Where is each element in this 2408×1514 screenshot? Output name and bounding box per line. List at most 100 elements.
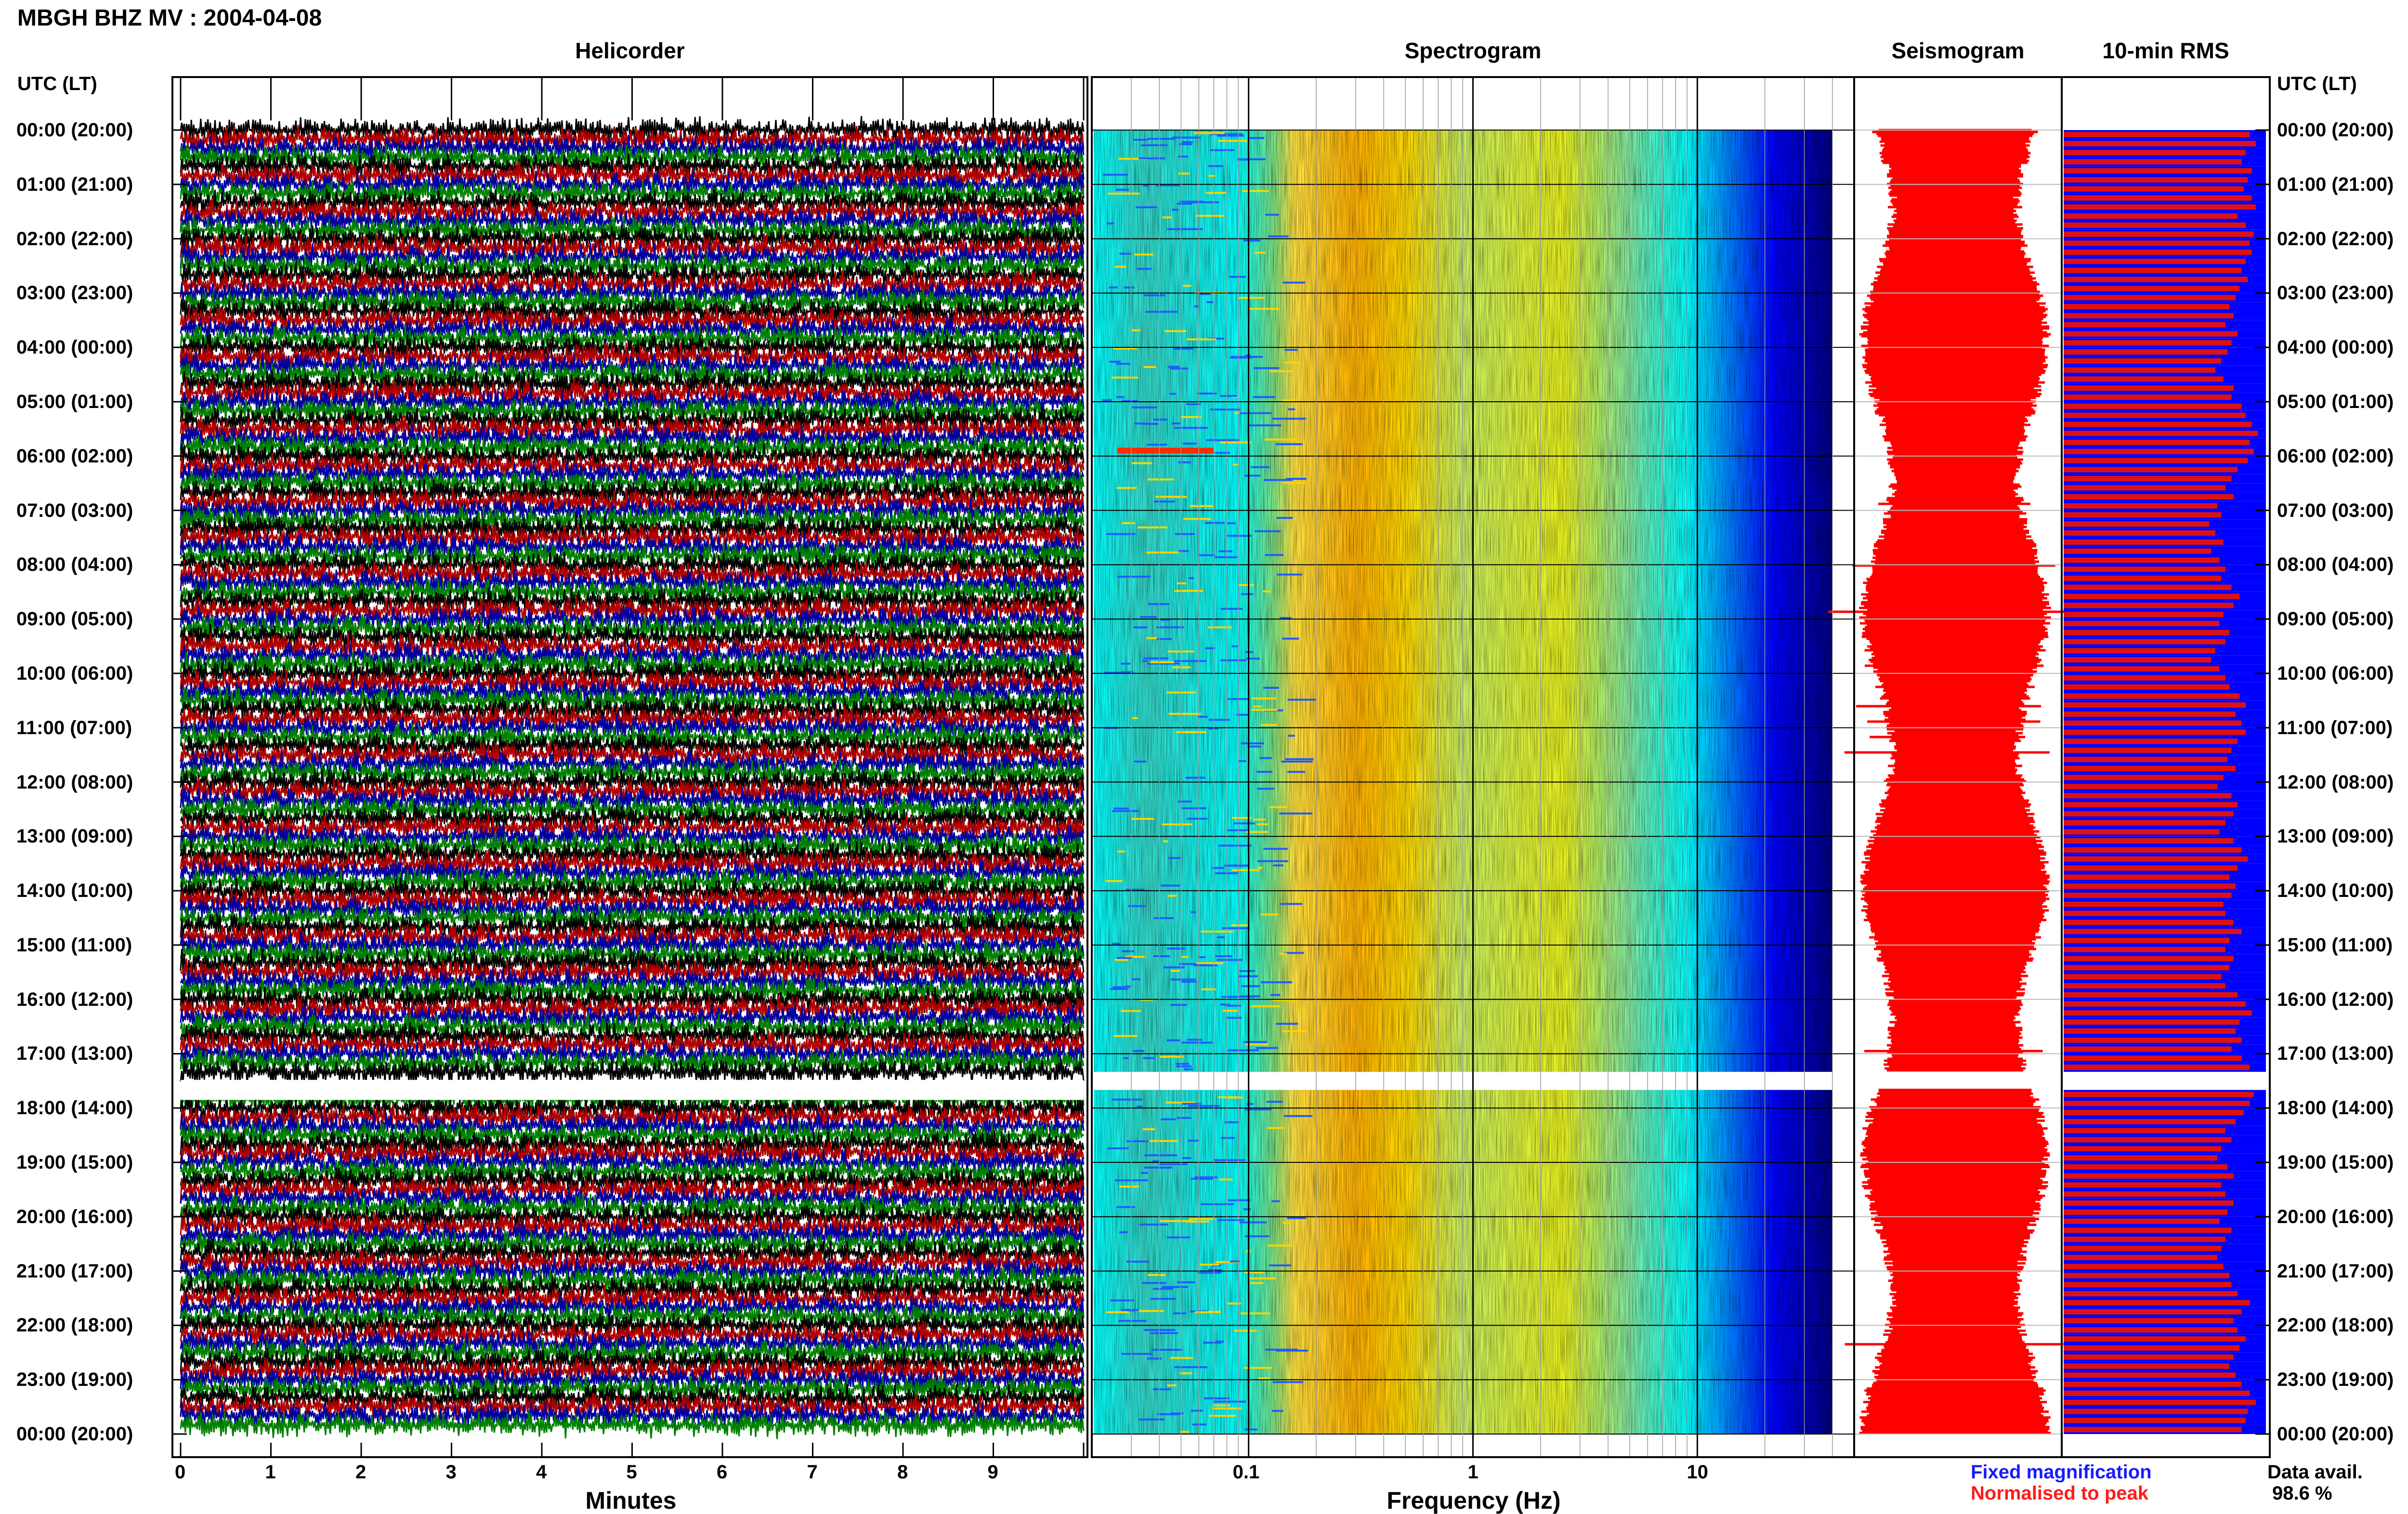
spectrogram-streak [1188, 201, 1219, 203]
rms-bar-normalised [2064, 1237, 2225, 1242]
spectrogram-streak [1283, 281, 1305, 284]
spectrogram-streak [1139, 1224, 1168, 1226]
spectrogram-streak [1143, 1057, 1155, 1059]
spectrogram-streak [1119, 1185, 1139, 1188]
spectrogram-streak [1150, 1332, 1178, 1334]
spectrogram-streak [1251, 466, 1270, 468]
spectrogram-streak [1251, 698, 1277, 700]
spectrogram-streak [1253, 705, 1262, 708]
spectrogram-streak [1167, 1384, 1177, 1387]
spectrogram-streak [1225, 1004, 1241, 1007]
time-tick-label-left: 17:00 (13:00) [16, 1043, 133, 1065]
spectrogram-streak [1151, 1349, 1183, 1351]
spectrogram-streak [1142, 422, 1158, 425]
time-tick-label-left: 00:00 (20:00) [16, 1423, 133, 1445]
spectrogram-streak [1187, 1039, 1203, 1041]
rms-bar-normalised [2064, 286, 2240, 291]
time-tick-label-left: 19:00 (15:00) [16, 1152, 133, 1173]
rms-bar-normalised [2064, 1010, 2252, 1016]
spectrogram-streak [1218, 844, 1252, 847]
spectrogram-streak [1143, 657, 1168, 659]
spectrogram-streak [1171, 209, 1179, 211]
spectrogram-streak [1193, 132, 1225, 134]
rms-bar-normalised [2064, 666, 2220, 672]
minute-tick-label: 8 [897, 1461, 908, 1483]
spectrogram-streak [1253, 396, 1276, 398]
spectrogram-streak [1183, 442, 1197, 445]
spectrogram-streak [1106, 880, 1123, 882]
helicorder-trace-row [180, 632, 1085, 661]
spectrogram-streak [1253, 818, 1265, 821]
spectrogram-streak [1218, 550, 1233, 553]
spectrogram-streak [1206, 439, 1240, 441]
helicorder-trace-row [180, 378, 1085, 407]
spectrogram-streak [1136, 206, 1157, 209]
spectrogram-streak [1170, 1004, 1187, 1006]
helicorder-trace-row [180, 1330, 1085, 1358]
spectrogram-streak [1272, 418, 1306, 420]
spectrogram-streak [1204, 522, 1225, 524]
time-tick-label-left: 14:00 (10:00) [16, 880, 133, 902]
spectrogram-streak [1113, 807, 1129, 810]
spectrogram-streak [1194, 1176, 1217, 1179]
rms-bar-normalised [2064, 331, 2238, 337]
time-tick-label-right: 21:00 (17:00) [2277, 1260, 2394, 1282]
rms-bar-normalised [2064, 684, 2230, 690]
spectrogram-streak [1182, 141, 1193, 144]
rms-bar-normalised [2064, 250, 2252, 255]
rms-bar-normalised [2064, 1327, 2238, 1333]
helicorder-trace-row [180, 215, 1085, 244]
minute-tick-label: 7 [807, 1461, 818, 1483]
helicorder-trace-row [180, 958, 1085, 986]
spectrogram-streak [1282, 637, 1299, 640]
frequency-tick-label: 1 [1467, 1461, 1479, 1483]
spectrogram-streak [1237, 158, 1266, 160]
spectrogram-streak [1142, 1282, 1166, 1284]
spectrogram-streak [1217, 134, 1244, 137]
spectrogram-streak [1148, 603, 1170, 606]
rms-bar-normalised [2064, 620, 2220, 627]
rms-bar-normalised [2064, 1282, 2232, 1288]
time-tick-label-right: 12:00 (08:00) [2277, 771, 2394, 793]
spectrogram-streak [1247, 745, 1261, 748]
spectrogram-streak [1187, 817, 1208, 820]
rms-bar-normalised [2064, 1191, 2225, 1197]
spectrogram-streak [1248, 424, 1282, 427]
rms-bar-normalised [2064, 1046, 2232, 1052]
spectrogram-streak [1112, 376, 1139, 379]
spectrogram-streak [1244, 474, 1261, 477]
time-tick-label-right: 03:00 (23:00) [2277, 282, 2394, 304]
time-tick-label-right: 02:00 (22:00) [2277, 228, 2394, 250]
spectrogram-streak [1201, 988, 1216, 990]
spectrogram-streak [1226, 1016, 1242, 1019]
rms-bar-normalised [2064, 303, 2230, 310]
spectrogram-streak [1174, 1366, 1207, 1369]
helicorder-trace-row [180, 541, 1085, 570]
rms-bar-normalised [2064, 693, 2240, 699]
time-axis-label-right: UTC (LT) [2277, 73, 2357, 94]
helicorder-trace-row [180, 551, 1085, 579]
spectrogram-streak [1172, 136, 1201, 139]
spectrogram-streak [1222, 1010, 1238, 1012]
spectrogram-streak [1165, 1101, 1195, 1104]
spectrogram-streak [1257, 788, 1274, 790]
rms-bar-normalised [2064, 1254, 2218, 1261]
spectrogram-streak [1192, 1423, 1206, 1426]
spectrogram-streak [1169, 393, 1176, 395]
rms-bar-normalised [2064, 349, 2228, 355]
spectrogram-streak [1224, 864, 1248, 867]
frequency-tick-label: 0.1 [1232, 1461, 1260, 1483]
minute-tick-label: 5 [626, 1461, 637, 1483]
seismogram-segment [1845, 1089, 2064, 1435]
spectrogram-streak [1166, 948, 1186, 950]
spectrogram-streak [1270, 994, 1281, 996]
rms-bar-normalised [2064, 956, 2234, 961]
spectrogram-streak [1216, 959, 1243, 961]
spectrogram-streak [1230, 1260, 1240, 1263]
spectrogram-streak [1272, 999, 1301, 1001]
rms-bar-normalised [2064, 1055, 2242, 1061]
spectrogram-streak [1113, 347, 1137, 350]
spectrogram-streak [1118, 158, 1148, 160]
spectrogram-streak [1118, 1320, 1147, 1322]
time-tick-label-right: 22:00 (18:00) [2277, 1315, 2394, 1336]
